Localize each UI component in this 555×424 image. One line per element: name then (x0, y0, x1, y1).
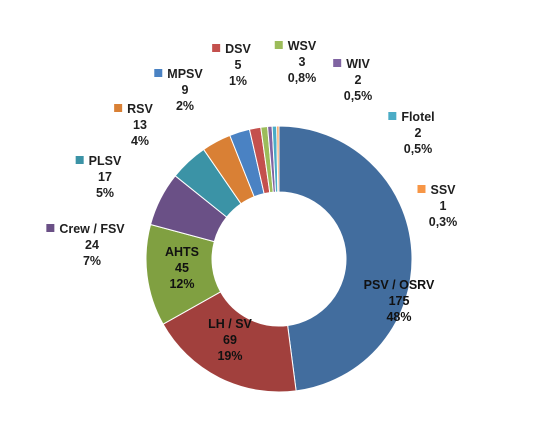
label-name: MPSV (167, 67, 203, 81)
legend-key-marker (75, 156, 84, 164)
label-wiv: WIV 2 0,5% (333, 57, 372, 103)
slice-psv-osrv (278, 125, 413, 392)
label-name: SSV (430, 183, 456, 197)
label-percent: 4% (131, 134, 149, 148)
label-name: WSV (288, 39, 317, 53)
label-name: Flotel (401, 110, 434, 124)
label-rsv: RSV 13 4% (114, 102, 154, 148)
label-value: 1 (440, 199, 447, 213)
label-lh-sv: LH / SV 69 19% (208, 317, 252, 363)
label-name: Crew / FSV (59, 222, 125, 236)
label-value: 3 (299, 55, 306, 69)
label-psv-osrv: PSV / OSRV 175 48% (364, 278, 435, 324)
label-value: 45 (175, 261, 189, 275)
label-wsv: WSV 3 0,8% (274, 39, 317, 85)
label-name: LH / SV (208, 317, 252, 331)
label-name: WIV (346, 57, 370, 71)
legend-key-marker (333, 59, 342, 67)
donut-slices (145, 125, 413, 393)
label-plsv: PLSV 17 5% (75, 154, 122, 200)
label-value: 69 (223, 333, 237, 347)
label-value: 17 (98, 170, 112, 184)
legend-key-marker (274, 41, 283, 49)
label-percent: 5% (96, 186, 114, 200)
legend-key-marker (212, 44, 221, 52)
label-name: RSV (127, 102, 153, 116)
label-mpsv: MPSV 9 2% (154, 67, 203, 113)
label-percent: 0,3% (429, 215, 458, 229)
label-value: 2 (415, 126, 422, 140)
label-value: 5 (235, 58, 242, 72)
label-value: 13 (133, 118, 147, 132)
label-percent: 48% (386, 310, 411, 324)
label-percent: 19% (217, 349, 242, 363)
legend-key-marker (417, 185, 426, 193)
label-ahts: AHTS 45 12% (165, 245, 199, 291)
label-name: PLSV (89, 154, 122, 168)
label-percent: 0,5% (404, 142, 433, 156)
label-flotel: Flotel 2 0,5% (388, 110, 435, 156)
slice-lh-sv (162, 291, 297, 393)
label-value: 175 (389, 294, 410, 308)
label-ssv: SSV 1 0,3% (417, 183, 457, 229)
legend-key-marker (154, 69, 163, 77)
legend-key-marker (388, 112, 397, 120)
label-percent: 1% (229, 74, 247, 88)
label-crew-fsv: Crew / FSV 24 7% (46, 222, 125, 268)
label-percent: 7% (83, 254, 101, 268)
label-value: 2 (355, 73, 362, 87)
label-value: 9 (182, 83, 189, 97)
label-name: AHTS (165, 245, 199, 259)
legend-key-marker (114, 104, 123, 112)
label-name: DSV (225, 42, 251, 56)
label-dsv: DSV 5 1% (212, 42, 252, 88)
legend-key-marker (46, 224, 55, 232)
label-percent: 2% (176, 99, 194, 113)
label-percent: 0,8% (288, 71, 317, 85)
label-value: 24 (85, 238, 99, 252)
label-name: PSV / OSRV (364, 278, 435, 292)
label-percent: 12% (169, 277, 194, 291)
slice-ssv (276, 125, 280, 193)
label-percent: 0,5% (344, 89, 373, 103)
